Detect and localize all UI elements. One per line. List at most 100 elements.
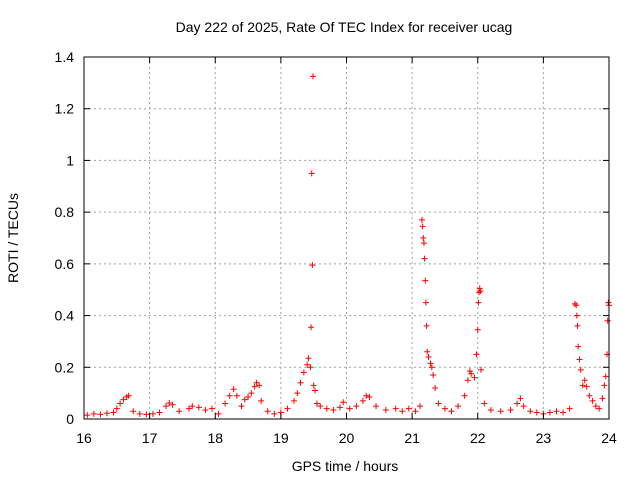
data-point [308, 170, 315, 177]
data-point [579, 382, 586, 389]
data-point [589, 397, 596, 404]
data-point [571, 300, 578, 307]
data-point [310, 382, 317, 389]
y-tick-label: 1.4 [55, 49, 75, 65]
x-tick-label: 19 [273, 430, 289, 446]
data-point [476, 285, 483, 292]
data-point [478, 366, 485, 373]
x-tick-label: 17 [142, 430, 158, 446]
data-point [90, 410, 97, 417]
data-point [163, 403, 170, 410]
data-point [359, 397, 366, 404]
data-point [466, 368, 473, 375]
data-point [241, 396, 248, 403]
data-point [195, 404, 202, 411]
data-point [84, 412, 91, 419]
data-point [464, 377, 471, 384]
data-point [312, 387, 318, 394]
data-point [425, 353, 432, 360]
data-point [186, 405, 192, 412]
data-point [258, 397, 265, 404]
data-point [323, 405, 330, 412]
data-point [477, 288, 484, 295]
x-tick-labels: 16 17 18 19 20 21 22 23 24 [76, 430, 617, 446]
data-point [238, 403, 245, 410]
data-point [346, 405, 353, 412]
data-point [586, 392, 593, 399]
data-point [340, 399, 347, 406]
data-point [309, 262, 316, 269]
data-point [113, 405, 120, 412]
data-point [602, 373, 609, 380]
data-point [514, 400, 521, 407]
data-point [448, 408, 455, 415]
data-point [248, 390, 255, 397]
data-point [473, 351, 480, 358]
data-point [605, 299, 612, 306]
data-point [476, 289, 483, 296]
data-point [424, 348, 431, 355]
data-point [577, 366, 584, 373]
x-tick-label: 16 [76, 430, 92, 446]
data-points [84, 73, 612, 419]
data-point [300, 369, 307, 376]
data-point [264, 408, 271, 415]
y-tick-label: 1 [66, 152, 74, 168]
data-point [497, 408, 504, 415]
data-point [256, 382, 263, 389]
data-point [253, 379, 260, 386]
data-point [156, 409, 163, 416]
chart-title: Day 222 of 2025, Rate Of TEC Index for r… [176, 19, 513, 35]
data-point [120, 396, 127, 403]
data-point [310, 73, 317, 80]
data-point [441, 405, 448, 412]
y-axis-label: ROTI / TECUs [5, 193, 21, 283]
data-point [432, 384, 439, 391]
data-point [222, 400, 229, 407]
data-point [353, 403, 360, 410]
data-point [149, 410, 156, 417]
data-point [435, 400, 442, 407]
data-point [307, 364, 314, 371]
grid-lines [84, 57, 609, 419]
data-point [601, 382, 608, 389]
data-point [575, 343, 582, 350]
data-point [202, 406, 209, 413]
data-point [428, 364, 435, 371]
data-point [251, 383, 258, 390]
data-point [418, 216, 425, 223]
data-point [284, 405, 291, 412]
data-point [566, 405, 573, 412]
data-point [304, 361, 311, 368]
data-point [481, 400, 488, 407]
data-point [533, 409, 540, 416]
x-tick-label: 21 [404, 430, 420, 446]
data-point [366, 394, 373, 401]
data-point [468, 370, 475, 377]
data-point [399, 408, 406, 415]
data-point [392, 405, 399, 412]
data-point [169, 401, 176, 408]
data-point [103, 410, 110, 417]
data-point [208, 405, 215, 412]
data-point [461, 392, 468, 399]
data-point [423, 322, 430, 329]
data-point [592, 403, 599, 410]
data-point [581, 377, 588, 384]
data-point [97, 411, 104, 418]
data-point [417, 403, 423, 410]
x-tick-label: 23 [536, 430, 552, 446]
data-point [576, 356, 583, 363]
data-point [110, 409, 117, 416]
data-point [427, 360, 434, 367]
data-point [297, 379, 304, 386]
y-tick-label: 0.2 [55, 359, 75, 375]
data-point [305, 355, 312, 362]
data-point [125, 392, 132, 399]
data-point [130, 408, 137, 415]
data-point [455, 403, 462, 410]
y-tick-label: 0.8 [55, 204, 75, 220]
data-point [421, 255, 428, 262]
data-point [166, 399, 173, 406]
data-point [546, 409, 553, 416]
